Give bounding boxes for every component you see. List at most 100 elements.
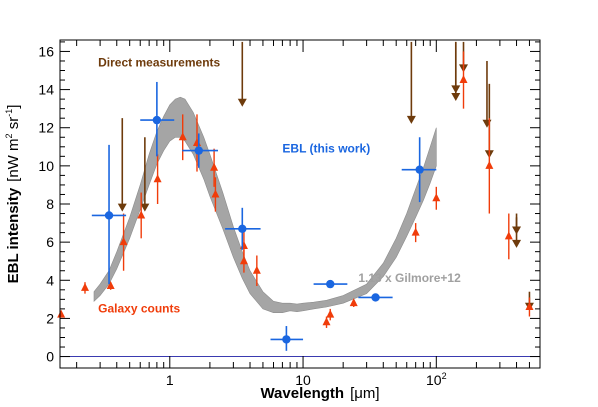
galaxy-count-point [432, 186, 441, 210]
arrow-head [117, 203, 127, 212]
ebl-point [182, 133, 218, 168]
galaxy-count-point [119, 213, 128, 271]
galaxy-count-point [322, 316, 331, 328]
galaxy-triangle-marker [137, 210, 146, 219]
galaxy-count-point [137, 192, 146, 239]
ebl-circle-marker [104, 211, 114, 220]
y-tick-label: 0 [46, 349, 54, 365]
arrow-head [140, 203, 150, 212]
galaxy-count-point [349, 298, 358, 307]
ebl-point [358, 293, 393, 302]
ebl-point [91, 144, 127, 285]
galaxy-triangle-marker [57, 309, 66, 318]
galaxy-triangle-marker [459, 75, 468, 84]
y-tick-label: 14 [38, 82, 54, 98]
galaxy-count-point [485, 118, 494, 214]
galaxy-count-point [211, 177, 220, 212]
direct-measurement-arrow [512, 217, 522, 235]
galaxy-triangle-marker [178, 132, 187, 141]
x-axis-title-text: Wavelength [260, 385, 344, 402]
ebl-point [401, 137, 437, 203]
y-axis-unit-part: [nW m [5, 138, 22, 181]
galaxy-count-point [106, 281, 115, 290]
galaxy-triangle-marker [80, 282, 89, 291]
x-tick-label-exponent: 2 [442, 371, 447, 381]
ebl-circle-marker [194, 146, 203, 155]
ebl-circle-marker [282, 335, 291, 344]
ebl-point [225, 207, 261, 250]
galaxy-triangle-marker [485, 160, 494, 169]
galaxy-count-point [153, 154, 162, 204]
galaxy-counts-layer [57, 51, 534, 328]
annotation-label: Galaxy counts [98, 302, 180, 316]
galaxy-triangle-marker [239, 256, 248, 265]
arrow-head [512, 239, 522, 248]
annotations-layer: Direct measurements EBL (this work) 1.13 x… [98, 56, 461, 316]
galaxy-triangle-marker [106, 281, 115, 289]
galaxy-triangle-marker [153, 174, 162, 183]
y-axis-title-text: EBL intensity [5, 187, 22, 283]
galaxy-triangle-marker [525, 301, 534, 310]
ebl-circle-marker [371, 293, 380, 302]
direct-measurements-layer [117, 41, 534, 311]
annotation-label: EBL (this work) [282, 142, 370, 156]
y-axis-unit-exponent: 2 [4, 133, 14, 138]
x-axis-title: Wavelength [μm] [260, 385, 379, 402]
galaxy-count-point [459, 51, 468, 109]
x-tick-label: 10 [295, 372, 311, 388]
direct-measurement-arrow [451, 41, 461, 102]
galaxy-count-point [178, 114, 187, 161]
plot-frame [59, 39, 541, 369]
ebl-circle-marker [326, 279, 335, 289]
arrow-head [451, 93, 461, 102]
direct-measurement-arrow [406, 41, 416, 124]
annotation-label: Direct measurements [98, 56, 220, 70]
galaxy-count-point [57, 309, 66, 318]
y-tick-label: 2 [46, 310, 54, 326]
y-tick-label: 16 [38, 43, 54, 59]
galaxy-triangle-marker [411, 227, 420, 236]
galaxy-count-point [80, 282, 89, 294]
direct-measurement-arrow [237, 41, 247, 107]
x-axis-unit: [μm] [350, 385, 379, 402]
galaxy-count-point [326, 308, 335, 321]
arrow-head [237, 98, 247, 107]
galaxy-triangle-marker [322, 317, 331, 326]
galaxy-count-point [525, 297, 534, 317]
galaxy-count-point [239, 249, 248, 273]
ebl-circle-marker [152, 115, 162, 125]
axis-ticks-layer: 0 2 4 6 8 10 12 14 16 1 10 102 [38, 40, 541, 388]
ebl-this-work-layer [91, 81, 437, 351]
y-axis-unit-part: sr [5, 117, 22, 134]
y-tick-label: 4 [46, 272, 54, 288]
direct-measurement-arrow [117, 118, 127, 212]
y-axis-title: EBL intensity [nW m2 sr-1] [4, 105, 22, 284]
galaxy-count-point [504, 213, 513, 260]
y-axis-unit-exponent: -1 [4, 109, 14, 117]
ebl-circle-marker [238, 224, 247, 233]
galaxy-triangle-marker [349, 298, 358, 307]
galaxy-count-point [252, 255, 261, 286]
x-tick-label: 1 [166, 372, 174, 388]
arrow-head [512, 226, 522, 235]
galaxy-triangle-marker [210, 162, 219, 171]
ebl-point [140, 81, 175, 157]
galaxy-triangle-marker [504, 231, 513, 240]
galaxy-triangle-marker [252, 265, 261, 274]
y-tick-label: 8 [46, 196, 54, 212]
galaxy-triangle-marker [326, 309, 335, 318]
y-tick-label: 6 [46, 234, 54, 250]
y-tick-label: 12 [38, 120, 54, 136]
galaxy-count-point [210, 148, 219, 187]
ebl-circle-marker [415, 165, 424, 174]
galaxy-triangle-marker [239, 240, 248, 249]
galaxy-triangle-marker [211, 189, 220, 198]
x-tick-label: 102 [426, 371, 447, 388]
arrow-head [406, 115, 416, 124]
y-axis-unit-part: ] [5, 105, 22, 109]
y-tick-label: 10 [38, 158, 54, 174]
annotation-label: 1.13 x Gilmore+12 [358, 271, 461, 285]
galaxy-triangle-marker [119, 237, 128, 246]
ebl-point [270, 326, 304, 351]
